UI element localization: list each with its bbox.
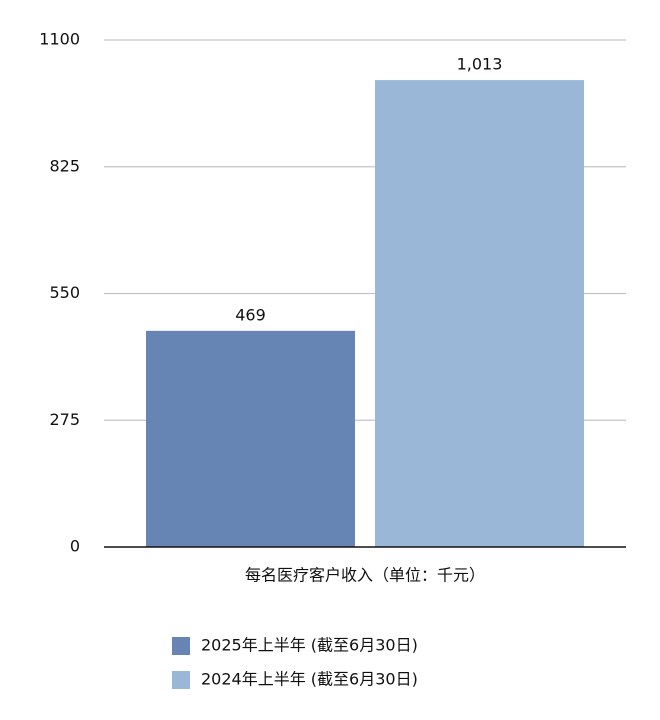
y-tick-label: 275 (49, 410, 80, 429)
y-tick-label: 825 (49, 156, 80, 175)
legend-swatch (172, 671, 190, 689)
bar (146, 330, 355, 547)
legend-swatch (172, 637, 190, 655)
y-tick-label: 0 (70, 537, 80, 556)
bar (375, 80, 584, 547)
legend-label: 2025年上半年 (截至6月30日) (201, 636, 418, 655)
y-tick-label: 1100 (39, 30, 80, 49)
value-label: 1,013 (457, 55, 503, 74)
legend-label: 2024年上半年 (截至6月30日) (201, 670, 418, 689)
x-tick-label: 每名医疗客户收入（单位：千元） (245, 566, 485, 585)
value-label: 469 (235, 305, 266, 324)
y-tick-label: 550 (49, 283, 80, 302)
